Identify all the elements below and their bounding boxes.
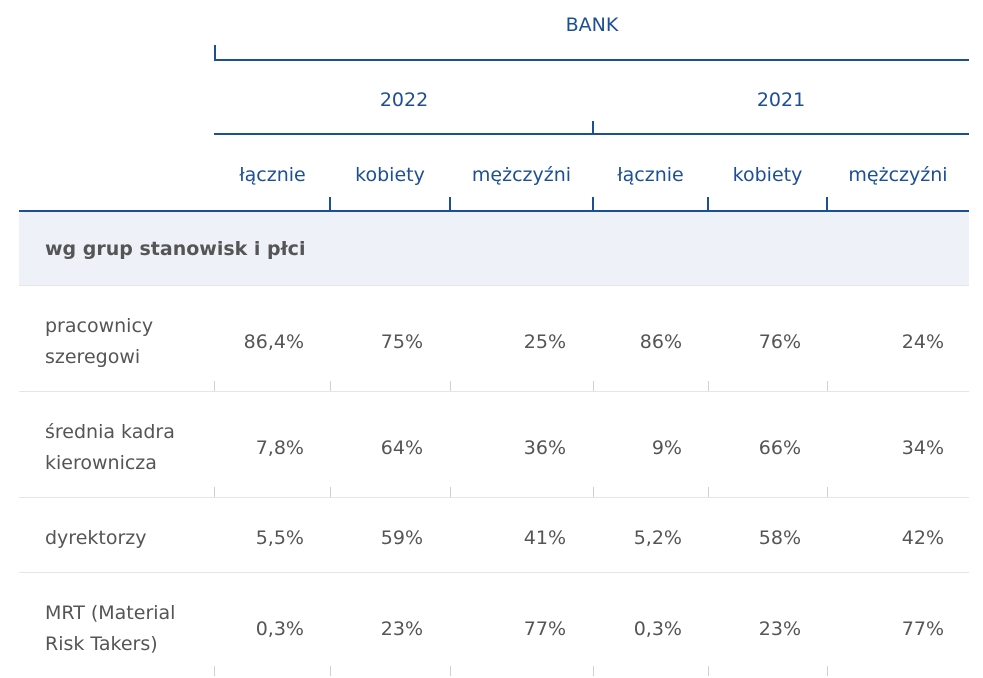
table-cell: 25% — [523, 331, 566, 353]
grid-tick — [214, 381, 215, 391]
header-year-underline — [214, 133, 969, 135]
table-cell: 77% — [523, 618, 566, 640]
section-band — [19, 212, 969, 285]
grid-tick — [214, 487, 215, 497]
grid-tick — [827, 666, 828, 676]
grid-tick — [450, 666, 451, 676]
column-header-underline — [19, 210, 969, 212]
grid-tick — [708, 487, 709, 497]
header-year-divider-tick — [592, 121, 594, 135]
grid-tick — [593, 666, 594, 676]
column-divider-tick — [826, 197, 828, 211]
column-header-women-2021: kobiety — [732, 164, 803, 186]
row-label-dyrektorzy: dyrektorzy — [45, 527, 147, 549]
table-cell: 59% — [380, 527, 423, 549]
grid-tick — [330, 381, 331, 391]
grid-tick — [708, 381, 709, 391]
table-cell: 23% — [758, 618, 801, 640]
grid-tick — [450, 381, 451, 391]
table-cell: 77% — [901, 618, 944, 640]
row-separator — [19, 285, 969, 286]
grid-tick — [593, 487, 594, 497]
table-cell: 42% — [901, 527, 944, 549]
table-cell: 86,4% — [243, 331, 304, 353]
row-separator — [19, 572, 969, 573]
table-cell: 23% — [380, 618, 423, 640]
grid-tick — [330, 666, 331, 676]
row-separator — [19, 497, 969, 498]
table-cell: 64% — [380, 437, 423, 459]
table-cell: 76% — [758, 331, 801, 353]
column-header-women-2022: kobiety — [355, 164, 425, 186]
column-divider-tick — [707, 197, 709, 211]
grid-tick — [450, 487, 451, 497]
grid-tick — [827, 487, 828, 497]
table-cell: 75% — [380, 331, 423, 353]
column-divider-tick — [592, 197, 594, 211]
row-label-pracownicy-szeregowi: pracownicy szeregowi — [45, 315, 154, 368]
row-label-mrt: MRT (Material Risk Takers) — [45, 602, 176, 655]
header-group-underline — [214, 59, 969, 61]
row-label-srednia-kadra-kierownicza: średnia kadra kierownicza — [45, 421, 175, 474]
column-header-total-2022: łącznie — [239, 164, 306, 186]
grid-tick — [330, 487, 331, 497]
table-cell: 0,3% — [255, 618, 304, 640]
table-cell: 58% — [758, 527, 801, 549]
table-cell: 5,2% — [633, 527, 682, 549]
table-cell: 66% — [758, 437, 801, 459]
header-group-label: BANK — [565, 14, 619, 36]
grid-tick — [827, 381, 828, 391]
column-header-men-2022: mężczyźni — [471, 164, 572, 186]
table-cell: 36% — [523, 437, 566, 459]
header-year-2022: 2022 — [379, 89, 429, 111]
header-year-2021: 2021 — [756, 89, 806, 111]
column-divider-tick — [329, 197, 331, 211]
table-cell: 34% — [901, 437, 944, 459]
table-cell: 7,8% — [255, 437, 304, 459]
grid-tick — [593, 381, 594, 391]
table-cell: 9% — [651, 437, 682, 459]
column-header-total-2021: łącznie — [617, 164, 684, 186]
table-cell: 5,5% — [255, 527, 304, 549]
row-separator — [19, 391, 969, 392]
column-divider-tick — [449, 197, 451, 211]
column-header-men-2021: mężczyźni — [848, 164, 948, 186]
table-cell: 41% — [523, 527, 566, 549]
table-cell: 0,3% — [633, 618, 682, 640]
grid-tick — [214, 666, 215, 676]
table-cell: 86% — [639, 331, 682, 353]
grid-tick — [708, 666, 709, 676]
section-label: wg grup stanowisk i płci — [45, 238, 306, 260]
table-cell: 24% — [901, 331, 944, 353]
header-group-left-tick — [214, 45, 216, 61]
